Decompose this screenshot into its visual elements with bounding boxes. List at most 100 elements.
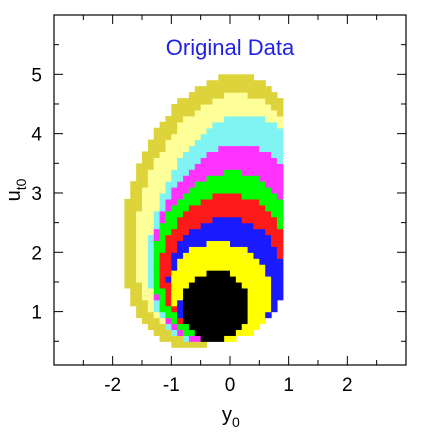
density-cell: [159, 210, 167, 218]
density-cell: [183, 115, 190, 123]
density-cell: [159, 163, 167, 170]
density-cell: [247, 163, 255, 170]
density-cell: [212, 234, 219, 242]
density-cell: [218, 145, 225, 153]
density-cell: [171, 139, 178, 147]
axis-ticks: [53, 14, 407, 365]
density-cell: [259, 169, 266, 176]
density-cell: [124, 234, 131, 242]
density-cell: [177, 317, 184, 325]
density-cell: [235, 293, 243, 301]
density-cell: [235, 103, 243, 111]
density-cell: [183, 311, 190, 319]
density-cell: [253, 169, 260, 176]
density-cell: [206, 335, 213, 342]
density-cell: [218, 252, 225, 259]
density-cell: [142, 216, 149, 224]
density-cell: [147, 139, 155, 147]
density-cell: [265, 216, 272, 224]
density-cell: [253, 276, 260, 283]
density-cell: [147, 204, 155, 212]
density-cell: [165, 335, 172, 342]
density-cell: [259, 210, 266, 218]
density-cell: [142, 264, 149, 271]
density-cell: [147, 175, 155, 182]
density-cell: [253, 80, 260, 87]
density-cell: [224, 74, 231, 81]
density-cell: [130, 187, 137, 194]
density-cell: [265, 258, 272, 265]
density-cell: [147, 258, 155, 265]
density-cell: [271, 133, 278, 141]
density-cell: [130, 192, 137, 200]
density-cell: [153, 258, 161, 265]
density-cell: [224, 216, 231, 224]
density-cell: [200, 216, 208, 224]
density-cell: [230, 127, 237, 135]
density-cell: [171, 222, 178, 230]
density-cell: [247, 240, 255, 247]
density-cell: [235, 98, 243, 105]
density-cell: [136, 293, 143, 301]
density-cell: [276, 240, 284, 247]
density-cell: [253, 139, 260, 147]
density-cell: [200, 329, 208, 336]
density-cell: [265, 299, 272, 307]
density-cell: [218, 187, 225, 194]
density-cell: [188, 103, 196, 111]
density-cell: [253, 145, 260, 153]
density-cell: [218, 323, 225, 330]
density-cell: [165, 169, 172, 176]
density-cell: [200, 109, 208, 117]
density-cell: [212, 252, 219, 259]
density-cell: [206, 311, 213, 319]
density-cell: [142, 281, 149, 289]
density-cell: [230, 98, 237, 105]
density-cell: [253, 317, 260, 325]
density-cell: [253, 175, 260, 182]
density-cell: [188, 305, 196, 313]
density-cell: [147, 240, 155, 247]
density-cell: [188, 335, 196, 342]
density-cell: [212, 258, 219, 265]
density-cell: [142, 198, 149, 206]
density-cell: [247, 329, 255, 336]
density-cell: [276, 204, 284, 212]
density-cell: [194, 204, 202, 212]
density-cell: [183, 299, 190, 307]
density-cell: [147, 311, 155, 319]
density-cell: [230, 175, 237, 182]
density-cell: [247, 222, 255, 230]
density-cell: [171, 311, 178, 319]
density-cell: [136, 198, 143, 206]
density-cell: [271, 187, 278, 194]
density-cell: [130, 210, 137, 218]
density-cell: [247, 175, 255, 182]
density-cell: [142, 276, 149, 283]
density-cell: [194, 157, 202, 164]
density-cell: [153, 329, 161, 336]
density-cell: [212, 264, 219, 271]
density-cell: [183, 157, 190, 164]
density-cell: [142, 187, 149, 194]
density-cell: [253, 228, 260, 236]
density-cell: [153, 276, 161, 283]
density-cell: [247, 252, 255, 259]
density-cell: [224, 133, 231, 141]
density-cell: [165, 163, 172, 170]
density-cell: [212, 317, 219, 325]
density-cell: [147, 323, 155, 330]
density-cell: [247, 323, 255, 330]
x-axis-label: y0: [222, 404, 240, 430]
density-cell: [177, 151, 184, 158]
density-cell: [253, 216, 260, 224]
density-cell: [259, 270, 266, 277]
density-cell: [171, 115, 178, 123]
density-cell: [206, 246, 213, 253]
density-cell: [206, 222, 213, 230]
density-cell: [235, 317, 243, 325]
density-cell: [259, 287, 266, 295]
density-cell: [265, 103, 272, 111]
density-cell: [235, 192, 243, 200]
density-cell: [188, 169, 196, 176]
